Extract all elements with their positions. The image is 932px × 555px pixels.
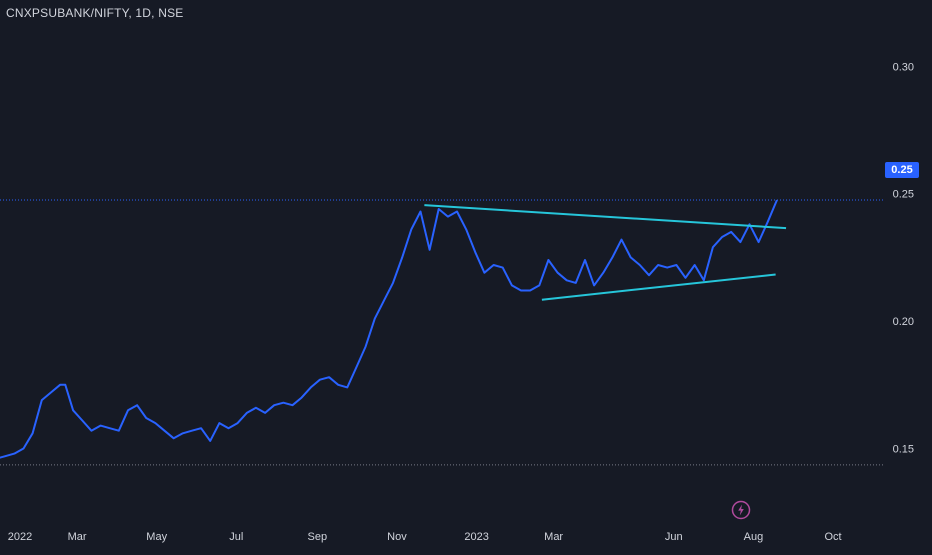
- x-tick-label: Mar: [68, 531, 87, 543]
- x-tick-label: 2022: [8, 531, 32, 543]
- lower-trendline[interactable]: [541, 273, 776, 301]
- lightning-button[interactable]: [731, 500, 751, 520]
- x-tick-label: Jun: [665, 531, 683, 543]
- upper-trendline[interactable]: [424, 204, 787, 230]
- y-tick-label: 0.15: [893, 444, 914, 456]
- symbol-title: CNXPSUBANK/NIFTY, 1D, NSE: [6, 6, 184, 20]
- last-price-badge: 0.25: [885, 162, 919, 178]
- price-series-line[interactable]: [0, 199, 778, 459]
- x-tick-label: Sep: [308, 531, 328, 543]
- x-tick-label: 2023: [464, 531, 488, 543]
- x-tick-label: Jul: [229, 531, 243, 543]
- x-tick-label: Mar: [544, 531, 563, 543]
- x-tick-label: Aug: [744, 531, 764, 543]
- y-tick-label: 0.30: [893, 61, 914, 73]
- x-tick-label: Nov: [387, 531, 407, 543]
- y-tick-label: 0.20: [893, 316, 914, 328]
- y-tick-label: 0.25: [893, 189, 914, 201]
- x-tick-label: Oct: [825, 531, 842, 543]
- x-tick-label: May: [146, 531, 167, 543]
- lightning-icon: [731, 500, 751, 520]
